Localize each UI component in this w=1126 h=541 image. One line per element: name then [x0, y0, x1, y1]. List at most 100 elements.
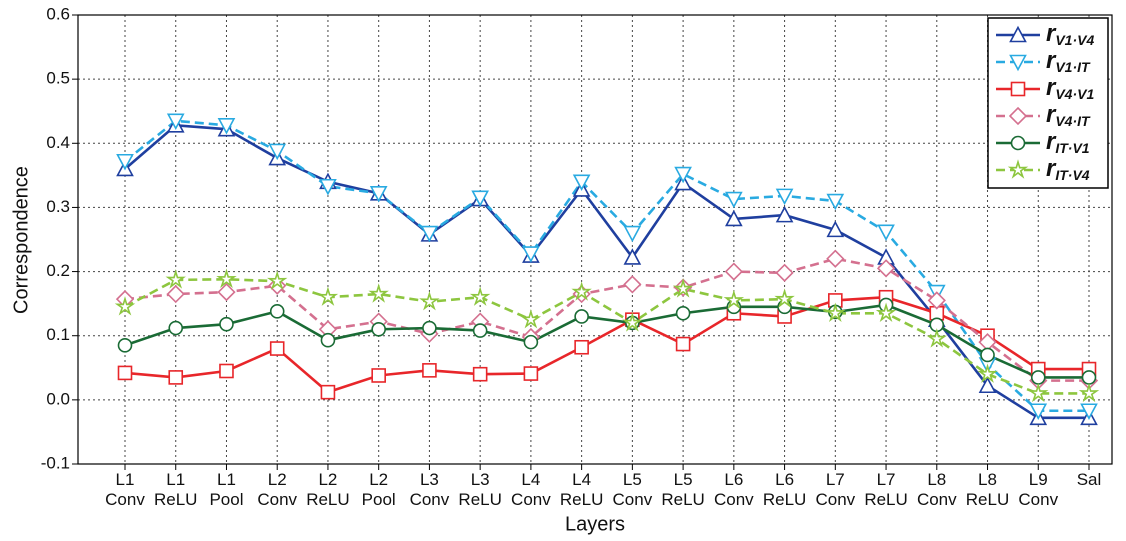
x-tick-label: L1 Pool — [209, 470, 244, 509]
x-tick-label: L7 ReLU — [864, 470, 908, 509]
marker — [422, 363, 437, 378]
marker — [574, 339, 589, 355]
marker — [672, 278, 694, 298]
marker — [1030, 370, 1046, 385]
marker — [269, 341, 285, 356]
plot-area — [78, 15, 1112, 464]
marker — [724, 262, 743, 281]
marker — [675, 305, 691, 321]
marker — [775, 188, 794, 206]
y-tick-label: 0.0 — [46, 389, 70, 408]
marker — [522, 246, 540, 263]
marker — [217, 282, 236, 302]
x-tick-label: L1 ReLU — [154, 470, 198, 509]
x-tick-label: L5 ReLU — [661, 470, 705, 509]
marker — [1078, 382, 1100, 403]
marker — [877, 224, 895, 241]
marker — [320, 332, 336, 348]
y-axis-label: Correspondence — [10, 166, 32, 314]
marker — [1009, 25, 1027, 43]
y-tick-label: 0.5 — [46, 69, 70, 88]
x-tick-label: L7 Conv — [815, 470, 856, 509]
legend-label: rV1·IT — [1046, 47, 1091, 74]
marker — [825, 302, 846, 322]
marker — [523, 366, 539, 381]
legend-label: rIT·V4 — [1046, 155, 1090, 182]
marker — [1010, 135, 1026, 151]
series-line — [124, 119, 1089, 413]
marker — [419, 290, 440, 311]
marker — [168, 320, 184, 336]
marker — [1081, 370, 1097, 385]
marker — [319, 178, 337, 196]
marker — [875, 302, 897, 322]
x-tick-label: L3 ReLU — [458, 470, 502, 509]
legend-box — [987, 17, 1109, 189]
x-tick-label: L6 ReLU — [762, 470, 807, 509]
marker — [165, 269, 186, 289]
marker — [675, 336, 691, 352]
marker — [268, 143, 287, 161]
series-line — [124, 257, 1089, 382]
x-tick-label: L4 Conv — [511, 470, 551, 509]
marker — [219, 316, 234, 332]
marker — [116, 153, 134, 171]
marker — [166, 284, 185, 304]
marker — [775, 263, 794, 282]
marker — [1080, 403, 1098, 420]
marker — [168, 370, 184, 385]
marker — [725, 191, 743, 209]
marker — [623, 225, 642, 243]
y-tick-label: 0.3 — [46, 197, 70, 216]
marker — [320, 384, 336, 400]
marker — [219, 363, 234, 379]
marker — [371, 321, 386, 337]
marker — [1008, 106, 1028, 126]
marker — [775, 205, 794, 223]
marker — [369, 186, 388, 203]
series-line — [124, 277, 1089, 395]
marker — [674, 166, 692, 184]
marker — [114, 296, 136, 316]
marker — [472, 323, 488, 338]
marker — [927, 291, 946, 310]
legend-label: rIT·V1 — [1046, 128, 1090, 155]
marker — [216, 268, 237, 288]
marker — [217, 118, 236, 135]
marker — [623, 275, 642, 294]
y-tick-label: 0.2 — [46, 261, 70, 280]
marker — [623, 248, 642, 265]
x-tick-label: L3 Conv — [409, 470, 450, 509]
y-tick-label: -0.1 — [41, 453, 70, 472]
marker — [622, 312, 643, 332]
marker — [422, 320, 437, 336]
marker — [266, 270, 288, 290]
marker — [1010, 81, 1026, 97]
marker — [978, 376, 997, 394]
x-tick-label: L8 Conv — [916, 470, 957, 509]
marker — [876, 259, 896, 278]
marker — [269, 304, 285, 319]
x-tick-label: Sal — [1076, 470, 1102, 489]
x-tick-label: L1 Conv — [105, 470, 145, 509]
legend-label: rV1·V4 — [1046, 20, 1094, 47]
marker — [926, 328, 948, 348]
marker — [723, 289, 745, 310]
marker — [571, 281, 592, 301]
marker — [826, 249, 845, 268]
marker — [1029, 403, 1048, 420]
marker — [368, 283, 389, 303]
marker — [725, 209, 743, 227]
x-tick-label: L9 Conv — [1018, 470, 1059, 509]
marker — [826, 193, 845, 211]
series-line — [124, 295, 1089, 394]
marker — [826, 220, 845, 238]
plot-frame — [77, 14, 1113, 465]
marker — [574, 309, 589, 324]
marker — [523, 334, 539, 350]
marker — [1007, 159, 1029, 179]
x-tick-label: L2 ReLU — [306, 470, 350, 509]
